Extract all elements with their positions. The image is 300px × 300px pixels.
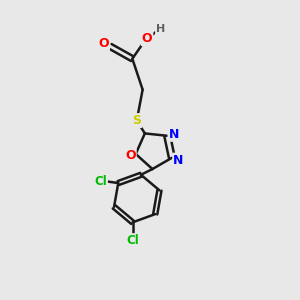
Text: S: S — [132, 114, 141, 127]
Text: N: N — [173, 154, 184, 166]
Text: O: O — [125, 149, 136, 162]
Text: Cl: Cl — [94, 175, 107, 188]
Text: O: O — [98, 37, 109, 50]
Text: N: N — [169, 128, 179, 141]
Text: Cl: Cl — [126, 234, 139, 247]
Text: O: O — [142, 32, 152, 45]
Text: H: H — [156, 24, 165, 34]
